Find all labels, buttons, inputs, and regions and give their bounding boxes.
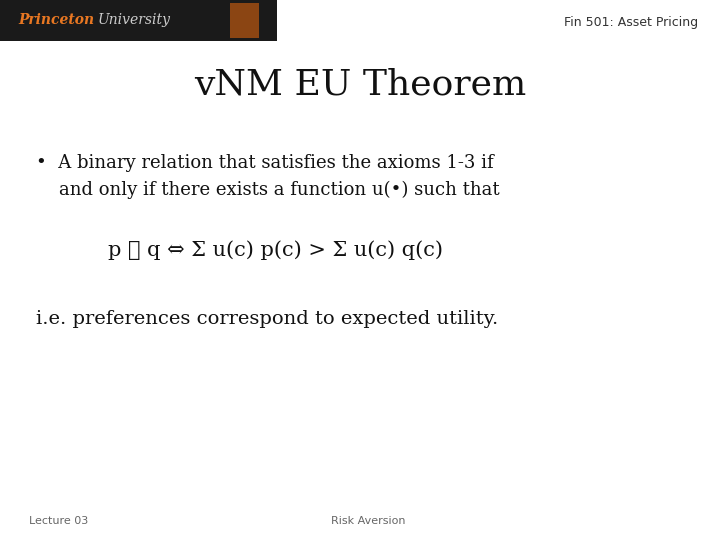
Text: •  A binary relation that satisfies the axioms 1-3 if: • A binary relation that satisfies the a…: [36, 154, 494, 172]
Text: Princeton: Princeton: [18, 14, 94, 27]
Text: p ≻ q ⇔ Σ u(c) p(c) > Σ u(c) q(c): p ≻ q ⇔ Σ u(c) p(c) > Σ u(c) q(c): [108, 240, 443, 260]
Text: vNM EU Theorem: vNM EU Theorem: [194, 68, 526, 102]
Text: Lecture 03: Lecture 03: [29, 516, 88, 526]
Text: University: University: [97, 14, 170, 27]
Bar: [230, 3, 259, 38]
Text: i.e. preferences correspond to expected utility.: i.e. preferences correspond to expected …: [36, 310, 498, 328]
Bar: [0, 0, 277, 40]
Text: Risk Aversion: Risk Aversion: [331, 516, 405, 526]
Text: Fin 501: Asset Pricing: Fin 501: Asset Pricing: [564, 16, 698, 29]
Text: and only if there exists a function u(•) such that: and only if there exists a function u(•)…: [36, 181, 500, 199]
